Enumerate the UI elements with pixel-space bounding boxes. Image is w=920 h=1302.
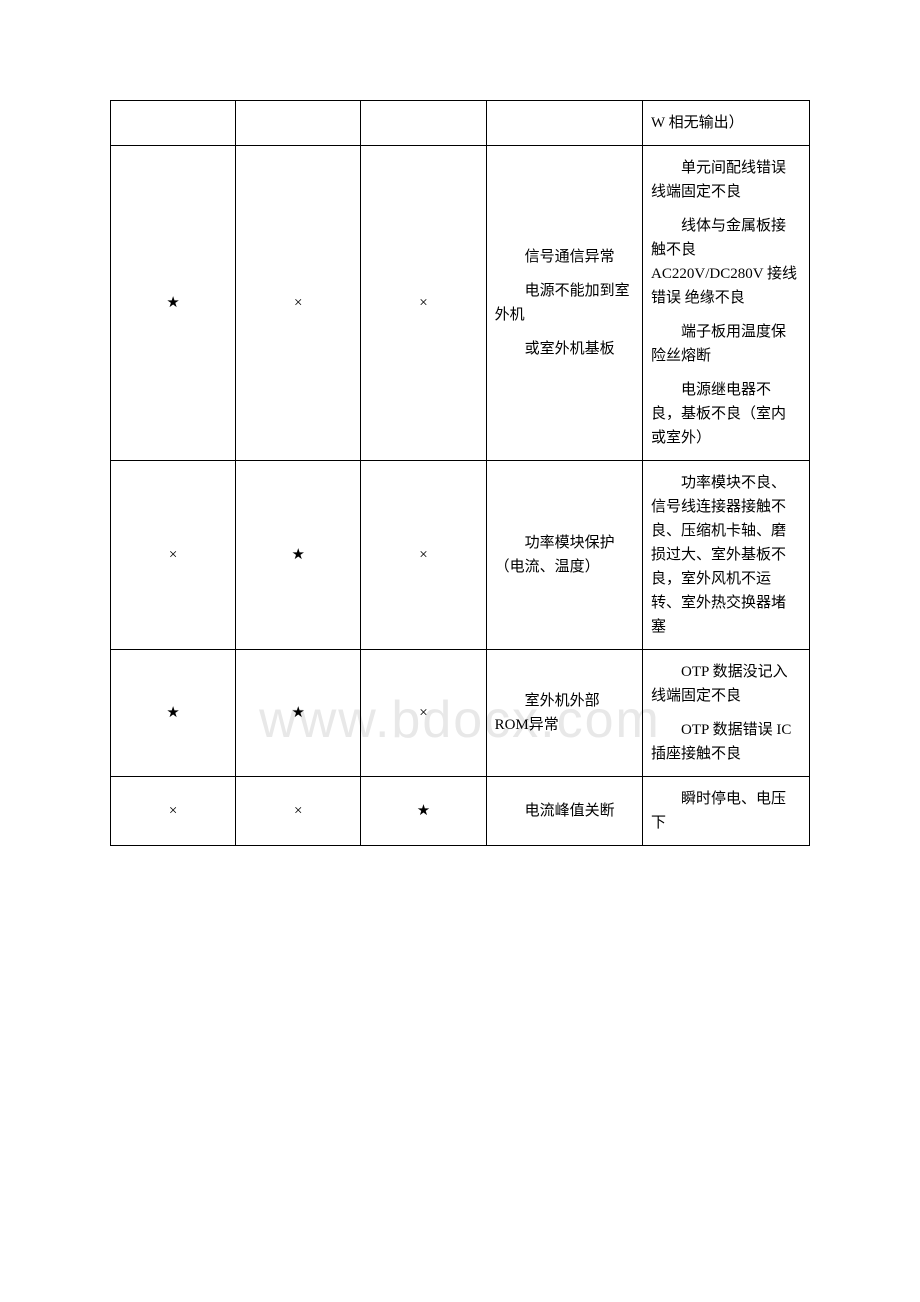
indicator-col-2: ★	[236, 461, 361, 650]
cell-paragraph: 功率模块不良、信号线连接器接触不良、压缩机卡轴、磨损过大、室外基板不良，室外风机…	[651, 471, 801, 639]
cell-paragraph: 单元间配线错误 线端固定不良	[651, 156, 801, 204]
table-row: ××★电流峰值关断瞬时停电、电压下	[111, 777, 810, 846]
indicator-col-3: ×	[361, 461, 486, 650]
cell-paragraph: 电源继电器不良，基板不良（室内或室外）	[651, 378, 801, 450]
cell-paragraph: 室外机外部 ROM异常	[495, 689, 634, 737]
description-col: 电流峰值关断	[486, 777, 642, 846]
cell-paragraph: OTP 数据错误 IC 插座接触不良	[651, 718, 801, 766]
table-row: ★★×室外机外部 ROM异常OTP 数据没记入 线端固定不良OTP 数据错误 I…	[111, 650, 810, 777]
cell-paragraph: 信号通信异常	[495, 245, 634, 269]
cell-paragraph: 线体与金属板接触不良 AC220V/DC280V 接线错误 绝缘不良	[651, 214, 801, 310]
indicator-col-1: ×	[111, 777, 236, 846]
indicator-col-2: ×	[236, 777, 361, 846]
detail-col: OTP 数据没记入 线端固定不良 OTP 数据错误 IC 插座接触不良	[643, 650, 810, 777]
description-col: 功率模块保护（电流、温度）	[486, 461, 642, 650]
cell-paragraph: 或室外机基板	[495, 337, 634, 361]
cell-paragraph: 功率模块保护（电流、温度）	[495, 531, 634, 579]
detail-col: 单元间配线错误 线端固定不良线体与金属板接触不良 AC220V/DC280V 接…	[643, 146, 810, 461]
cell-paragraph: 电源不能加到室外机	[495, 279, 634, 327]
indicator-col-3: ★	[361, 777, 486, 846]
indicator-col-3: ×	[361, 146, 486, 461]
indicator-col-1: ★	[111, 146, 236, 461]
detail-col: 功率模块不良、信号线连接器接触不良、压缩机卡轴、磨损过大、室外基板不良，室外风机…	[643, 461, 810, 650]
table-row: W 相无输出）	[111, 101, 810, 146]
indicator-col-1	[111, 101, 236, 146]
indicator-col-1: ×	[111, 461, 236, 650]
table-row: ★××信号通信异常电源不能加到室外机或室外机基板单元间配线错误 线端固定不良线体…	[111, 146, 810, 461]
indicator-col-2: ×	[236, 146, 361, 461]
cell-paragraph: 端子板用温度保险丝熔断	[651, 320, 801, 368]
cell-paragraph: 电流峰值关断	[495, 799, 634, 823]
cell-paragraph: 瞬时停电、电压下	[651, 787, 801, 835]
description-col	[486, 101, 642, 146]
table-row: ×★×功率模块保护（电流、温度）功率模块不良、信号线连接器接触不良、压缩机卡轴、…	[111, 461, 810, 650]
indicator-col-1: ★	[111, 650, 236, 777]
indicator-col-3	[361, 101, 486, 146]
detail-col: W 相无输出）	[643, 101, 810, 146]
detail-col: 瞬时停电、电压下	[643, 777, 810, 846]
page-content: W 相无输出）★××信号通信异常电源不能加到室外机或室外机基板单元间配线错误 线…	[110, 100, 810, 846]
indicator-col-2	[236, 101, 361, 146]
fault-table: W 相无输出）★××信号通信异常电源不能加到室外机或室外机基板单元间配线错误 线…	[110, 100, 810, 846]
description-col: 信号通信异常电源不能加到室外机或室外机基板	[486, 146, 642, 461]
description-col: 室外机外部 ROM异常	[486, 650, 642, 777]
cell-paragraph: OTP 数据没记入 线端固定不良	[651, 660, 801, 708]
indicator-col-3: ×	[361, 650, 486, 777]
indicator-col-2: ★	[236, 650, 361, 777]
